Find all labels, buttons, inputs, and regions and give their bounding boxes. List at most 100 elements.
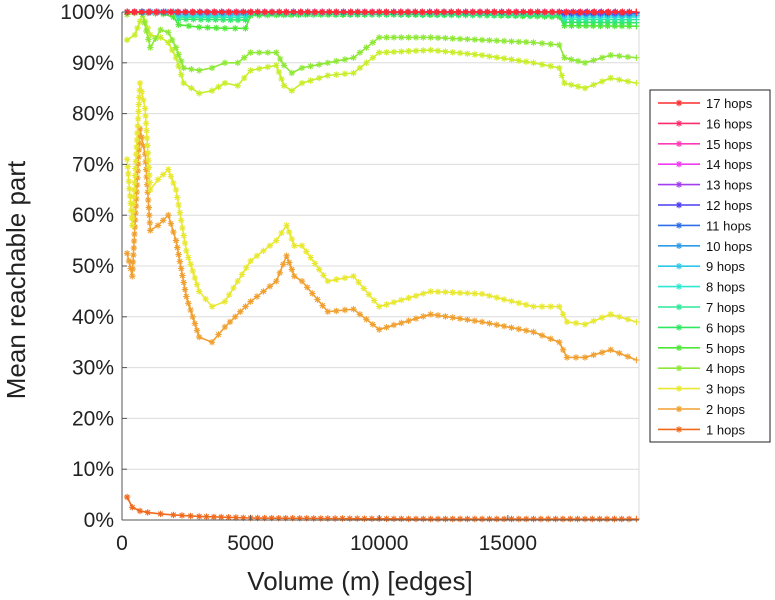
y-tick-label: 50%	[72, 255, 114, 278]
series-point	[143, 127, 150, 134]
series-point	[140, 142, 147, 149]
series-point	[616, 350, 623, 357]
series-point	[278, 75, 285, 83]
series-point	[590, 317, 597, 325]
legend-label: 10 hops	[706, 239, 753, 254]
legend-marker-icon	[675, 365, 683, 372]
series-point	[390, 48, 398, 56]
series-point	[241, 54, 248, 61]
series-point	[604, 22, 611, 30]
series-point	[484, 8, 491, 16]
series-point	[135, 108, 142, 115]
series-point	[203, 8, 211, 16]
series-point	[172, 54, 180, 61]
series-point	[355, 279, 362, 286]
legend-label: 17 hops	[706, 96, 753, 111]
series-point	[175, 21, 182, 28]
series-point	[383, 324, 390, 331]
series-point	[493, 321, 500, 328]
series-point	[581, 85, 589, 92]
series-point	[427, 34, 434, 41]
series-point	[530, 303, 537, 310]
series-point	[500, 37, 508, 45]
series-point	[180, 64, 187, 72]
y-tick-label: 100%	[60, 1, 114, 24]
series-point	[356, 64, 364, 72]
y-axis-title: Mean reachable part	[1, 160, 31, 399]
series-point	[341, 56, 349, 63]
series-point	[527, 8, 534, 16]
series-point	[552, 515, 559, 523]
series-point	[505, 8, 512, 16]
series-point	[626, 23, 633, 30]
series-point	[146, 179, 153, 186]
series-point	[283, 252, 290, 259]
series-point	[581, 515, 589, 523]
series-point	[370, 297, 378, 304]
legend-item: 16 hops	[658, 116, 753, 131]
series-point	[624, 53, 632, 61]
series-point	[427, 288, 434, 295]
y-tick-label: 80%	[72, 103, 114, 126]
series-point	[141, 19, 148, 26]
series-point	[143, 173, 150, 181]
series-point	[520, 8, 527, 16]
series-point	[172, 44, 180, 51]
series-point	[196, 8, 203, 16]
series-point	[360, 285, 367, 292]
series-point	[125, 170, 132, 178]
series-point	[464, 316, 471, 323]
series-point	[123, 36, 131, 44]
series-point	[126, 185, 133, 192]
series-point	[264, 63, 271, 71]
series-point	[478, 318, 486, 326]
series-point	[405, 34, 412, 41]
series-point	[288, 87, 295, 94]
series-point	[280, 62, 288, 69]
series-point	[618, 515, 625, 523]
series-point	[590, 22, 597, 30]
series-point	[126, 192, 134, 200]
series-point	[170, 13, 177, 21]
series-point	[278, 229, 285, 237]
series-point	[134, 115, 142, 122]
series-point	[556, 41, 563, 49]
legend-item: 17 hops	[658, 96, 753, 111]
series-point	[471, 290, 478, 297]
series-point	[183, 293, 190, 300]
series-point	[191, 274, 199, 282]
series-point	[376, 303, 383, 310]
series-point	[169, 46, 176, 54]
series-point	[398, 515, 405, 522]
series-point	[538, 61, 546, 68]
series-point	[304, 8, 311, 16]
x-axis-ticks: 0 5000 10000 15000	[116, 515, 537, 555]
series-point	[633, 8, 640, 16]
y-tick-label: 90%	[72, 52, 114, 75]
series-point	[568, 22, 575, 29]
series-point	[316, 61, 323, 68]
series-point	[165, 166, 172, 173]
series-point	[590, 57, 597, 64]
legend-marker-icon	[675, 324, 683, 331]
series-point	[590, 81, 597, 88]
series-point	[442, 313, 449, 320]
series-point	[559, 515, 567, 523]
series-point	[331, 515, 339, 522]
series-point	[160, 8, 167, 16]
series-point	[574, 57, 582, 65]
series-point	[290, 8, 297, 16]
series-point	[170, 179, 177, 187]
series-point	[456, 315, 464, 322]
series-point	[376, 34, 383, 41]
series-point	[234, 82, 241, 89]
series-point	[273, 62, 280, 69]
series-point	[247, 8, 254, 16]
series-point	[523, 515, 530, 523]
series-point	[178, 217, 185, 224]
series-point	[185, 300, 192, 307]
series-point	[333, 8, 340, 16]
series-point	[530, 328, 537, 336]
series-point	[203, 513, 210, 520]
series-point	[361, 8, 369, 16]
